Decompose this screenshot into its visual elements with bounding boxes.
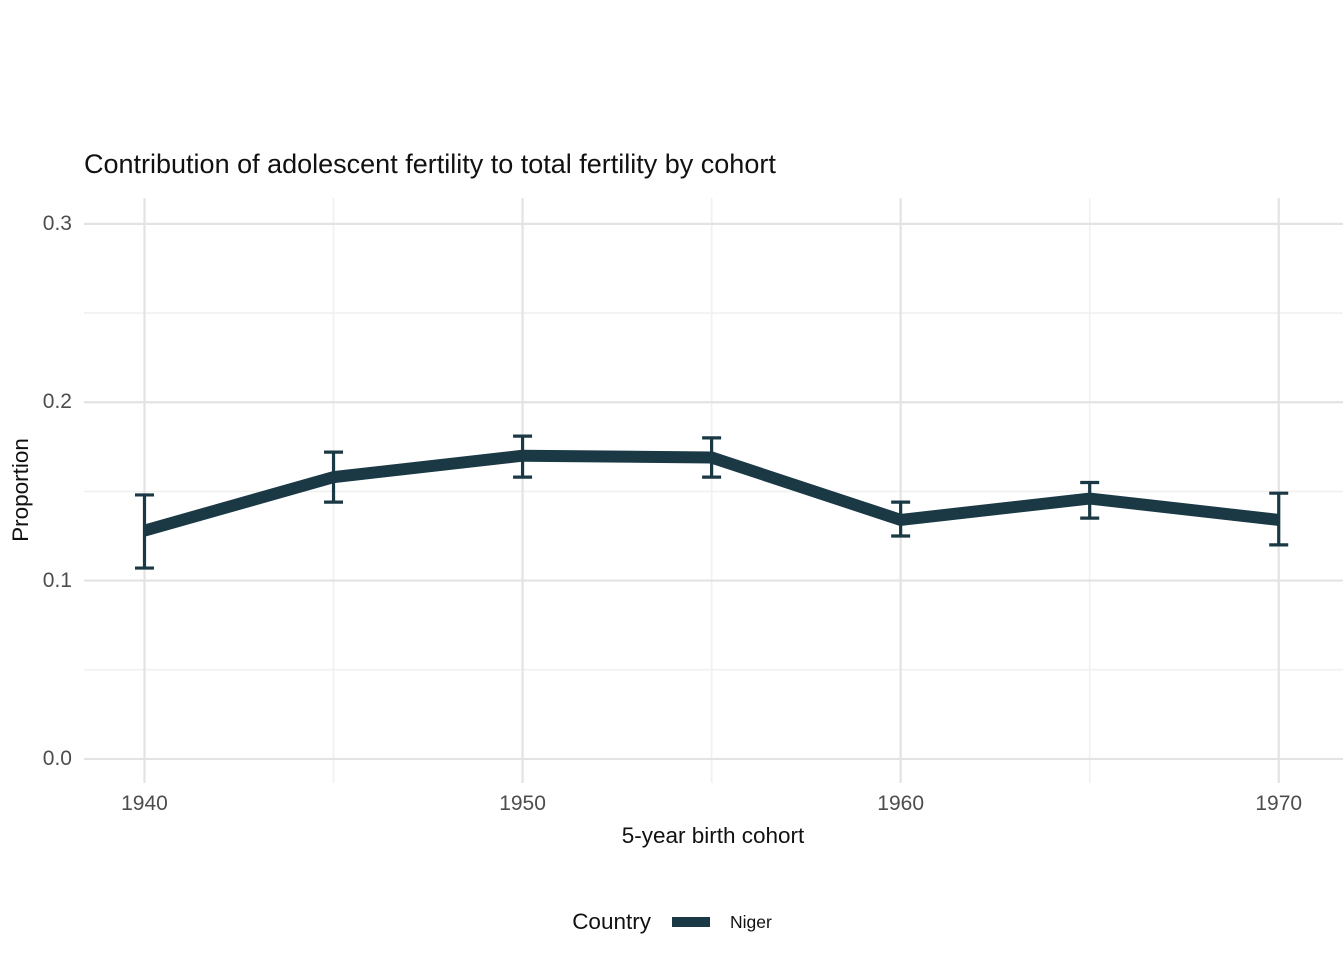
chart-title: Contribution of adolescent fertility to … bbox=[84, 149, 776, 179]
y-tick-label: 0.3 bbox=[42, 211, 72, 235]
y-axis-title: Proportion bbox=[8, 438, 33, 542]
x-tick-label: 1960 bbox=[877, 792, 924, 815]
legend: Country Niger bbox=[0, 903, 1344, 941]
legend-title: Country bbox=[572, 909, 651, 934]
x-tick-label: 1970 bbox=[1255, 792, 1303, 815]
legend-entry-label: Niger bbox=[729, 911, 772, 932]
x-tick-label: 1940 bbox=[121, 792, 168, 815]
x-tick-label: 1950 bbox=[499, 792, 546, 815]
plot-area bbox=[84, 198, 1343, 783]
y-tick-label: 0.0 bbox=[42, 746, 72, 770]
x-axis-title: 5-year birth cohort bbox=[621, 823, 805, 848]
legend-line-swatch bbox=[671, 917, 710, 927]
y-tick-label: 0.2 bbox=[42, 390, 72, 414]
y-tick-label: 0.1 bbox=[42, 568, 72, 592]
data-line-niger bbox=[142, 449, 1280, 537]
